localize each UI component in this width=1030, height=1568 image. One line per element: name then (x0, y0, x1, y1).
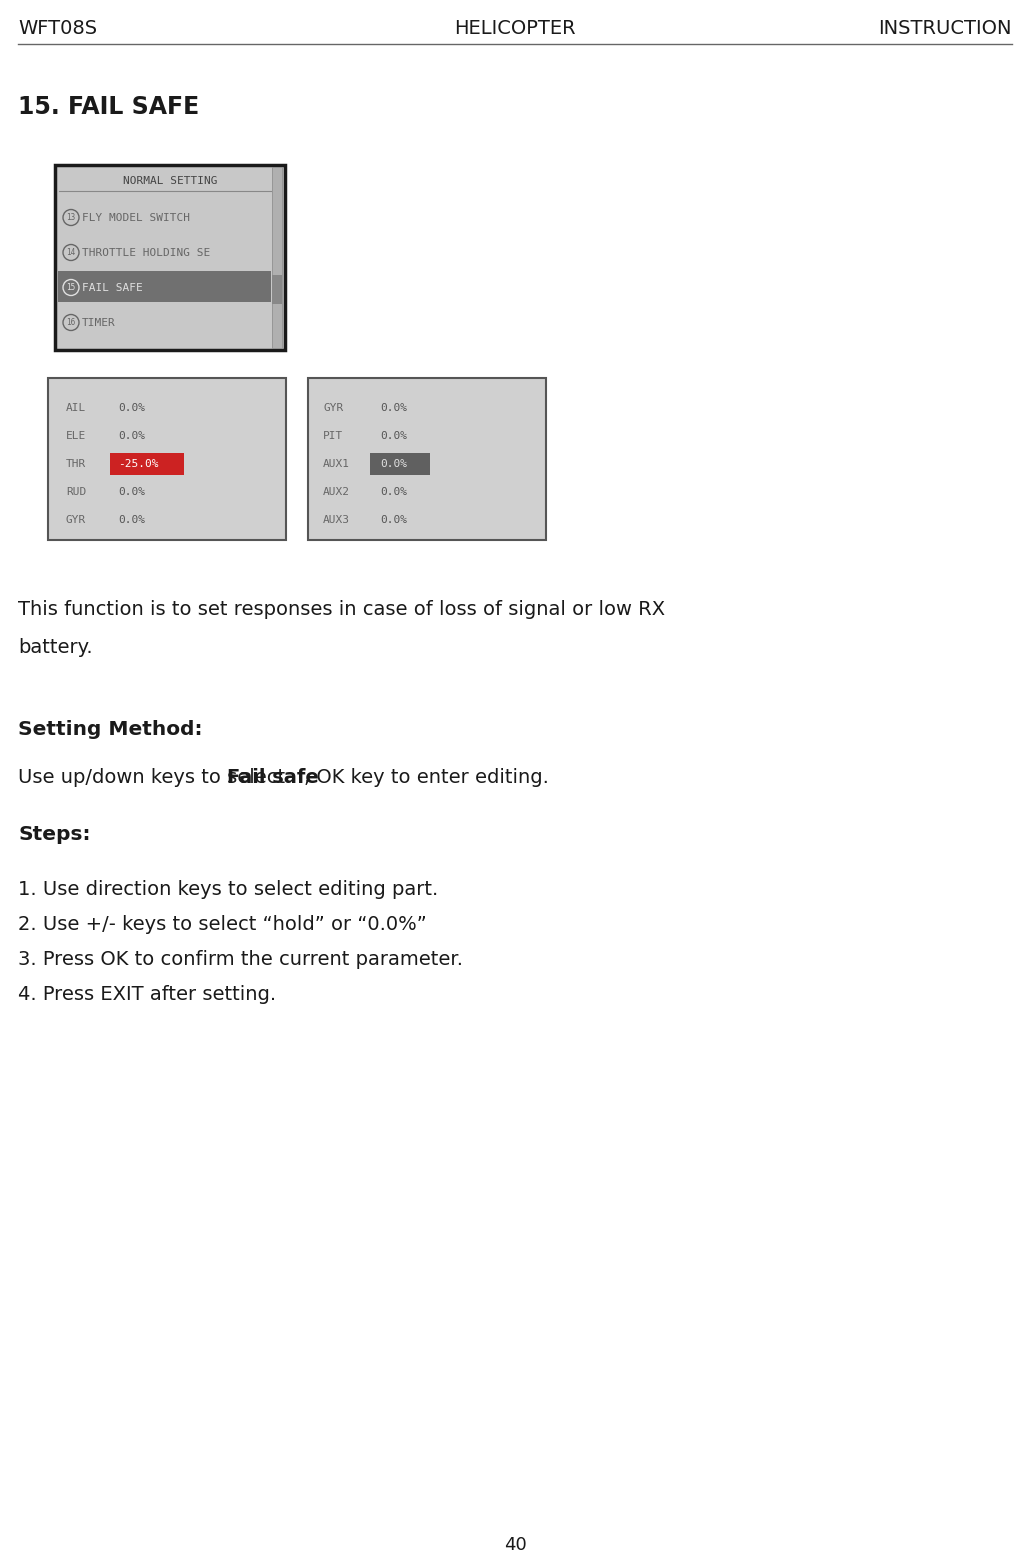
Text: 0.0%: 0.0% (380, 431, 407, 441)
Text: , OK key to enter editing.: , OK key to enter editing. (304, 768, 549, 787)
Bar (308, 378, 546, 539)
Text: 0.0%: 0.0% (118, 514, 145, 525)
Text: This function is to set responses in case of loss of signal or low RX: This function is to set responses in cas… (18, 601, 665, 619)
Text: NORMAL SETTING: NORMAL SETTING (123, 176, 217, 187)
Text: 0.0%: 0.0% (380, 488, 407, 497)
Text: PIT: PIT (323, 431, 343, 441)
Text: GYR: GYR (323, 403, 343, 412)
Text: 0.0%: 0.0% (380, 514, 407, 525)
Text: 0.0%: 0.0% (380, 459, 407, 469)
Bar (370, 453, 430, 475)
Text: 2. Use +/- keys to select “hold” or “0.0%”: 2. Use +/- keys to select “hold” or “0.0… (18, 916, 426, 935)
Text: AIL: AIL (66, 403, 87, 412)
Text: AUX2: AUX2 (323, 488, 350, 497)
Bar (110, 453, 184, 475)
Text: 15. FAIL SAFE: 15. FAIL SAFE (18, 96, 199, 119)
Text: TIMER: TIMER (82, 317, 115, 328)
Text: ELE: ELE (66, 431, 87, 441)
Bar (48, 378, 286, 539)
Text: GYR: GYR (66, 514, 87, 525)
Text: 0.0%: 0.0% (380, 403, 407, 412)
Text: Setting Method:: Setting Method: (18, 720, 203, 739)
Text: INSTRUCTION: INSTRUCTION (879, 19, 1012, 38)
Text: Use up/down keys to select: Use up/down keys to select (18, 768, 291, 787)
Bar (272, 274, 282, 304)
Text: 1. Use direction keys to select editing part.: 1. Use direction keys to select editing … (18, 880, 438, 898)
Text: 40: 40 (504, 1537, 526, 1554)
Text: 0.0%: 0.0% (118, 403, 145, 412)
Text: 0.0%: 0.0% (118, 431, 145, 441)
Bar (272, 168, 282, 348)
Text: 13: 13 (66, 213, 75, 223)
Text: AUX1: AUX1 (323, 459, 350, 469)
Text: 3. Press OK to confirm the current parameter.: 3. Press OK to confirm the current param… (18, 950, 464, 969)
Text: 16: 16 (66, 318, 75, 328)
Text: 0.0%: 0.0% (118, 488, 145, 497)
Text: HELICOPTER: HELICOPTER (454, 19, 576, 38)
Text: THR: THR (66, 459, 87, 469)
Text: FLY MODEL SWITCH: FLY MODEL SWITCH (82, 213, 190, 223)
Text: FAIL SAFE: FAIL SAFE (82, 282, 143, 293)
Text: RUD: RUD (66, 488, 87, 497)
Text: THROTTLE HOLDING SE: THROTTLE HOLDING SE (82, 248, 210, 257)
Text: battery.: battery. (18, 638, 93, 657)
Text: -25.0%: -25.0% (118, 459, 159, 469)
Text: WFT08S: WFT08S (18, 19, 97, 38)
Bar (58, 271, 271, 303)
Text: AUX3: AUX3 (323, 514, 350, 525)
Text: Fail safe: Fail safe (228, 768, 319, 787)
Text: Steps:: Steps: (18, 825, 91, 844)
Text: 4. Press EXIT after setting.: 4. Press EXIT after setting. (18, 985, 276, 1004)
Text: 15: 15 (66, 282, 75, 292)
Bar (55, 165, 285, 350)
Text: 14: 14 (66, 248, 75, 257)
